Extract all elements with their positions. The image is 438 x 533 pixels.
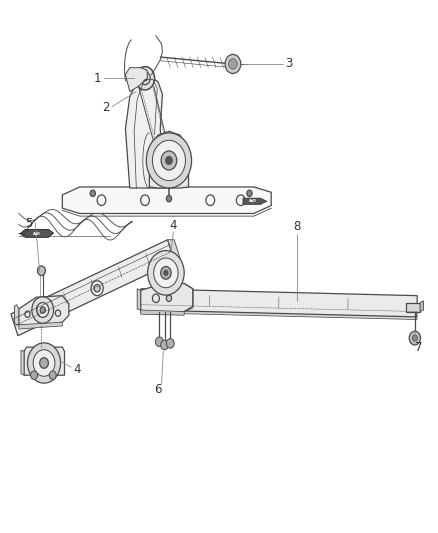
- Circle shape: [148, 251, 184, 295]
- Polygon shape: [406, 303, 420, 312]
- Polygon shape: [14, 305, 19, 325]
- Polygon shape: [19, 296, 69, 326]
- Circle shape: [166, 295, 172, 302]
- Circle shape: [37, 303, 49, 317]
- Polygon shape: [141, 309, 417, 319]
- Circle shape: [40, 358, 48, 368]
- Text: AWD: AWD: [249, 199, 257, 203]
- Circle shape: [146, 133, 191, 188]
- Circle shape: [247, 190, 252, 197]
- Text: AWD: AWD: [33, 232, 41, 236]
- Polygon shape: [243, 198, 267, 205]
- Circle shape: [166, 338, 174, 348]
- Circle shape: [143, 76, 147, 81]
- Circle shape: [40, 307, 46, 313]
- Polygon shape: [149, 131, 188, 188]
- Circle shape: [90, 190, 95, 197]
- Circle shape: [28, 343, 60, 383]
- Text: 6: 6: [154, 383, 162, 396]
- Circle shape: [412, 335, 417, 341]
- Polygon shape: [62, 187, 271, 214]
- Circle shape: [31, 371, 38, 379]
- Polygon shape: [11, 240, 175, 336]
- Polygon shape: [141, 284, 193, 314]
- Polygon shape: [21, 350, 24, 375]
- Circle shape: [409, 331, 420, 345]
- Circle shape: [161, 266, 171, 279]
- Circle shape: [49, 371, 56, 379]
- Circle shape: [229, 59, 237, 69]
- Circle shape: [38, 266, 46, 276]
- Polygon shape: [137, 289, 141, 310]
- Circle shape: [225, 54, 241, 74]
- Circle shape: [91, 281, 103, 296]
- Polygon shape: [125, 68, 147, 92]
- Text: 8: 8: [293, 220, 301, 233]
- Polygon shape: [125, 76, 165, 188]
- Circle shape: [33, 350, 55, 376]
- Circle shape: [32, 297, 53, 323]
- Circle shape: [152, 140, 185, 181]
- Text: 5: 5: [25, 216, 32, 230]
- Polygon shape: [141, 289, 417, 317]
- Polygon shape: [420, 301, 424, 312]
- Circle shape: [166, 196, 172, 202]
- Circle shape: [154, 258, 178, 288]
- Polygon shape: [141, 310, 184, 316]
- Text: 2: 2: [102, 101, 110, 114]
- Circle shape: [135, 67, 155, 90]
- Polygon shape: [24, 347, 64, 375]
- Text: 4: 4: [74, 364, 81, 376]
- Polygon shape: [19, 322, 62, 329]
- Text: 1: 1: [93, 72, 101, 85]
- Polygon shape: [168, 240, 181, 262]
- Text: 3: 3: [285, 58, 292, 70]
- Polygon shape: [20, 229, 53, 237]
- Circle shape: [161, 340, 169, 350]
- Circle shape: [155, 337, 163, 346]
- Circle shape: [166, 156, 173, 165]
- Text: 4: 4: [170, 219, 177, 232]
- Circle shape: [161, 151, 177, 170]
- Circle shape: [164, 270, 168, 276]
- Text: 7: 7: [416, 341, 423, 353]
- Circle shape: [94, 285, 100, 292]
